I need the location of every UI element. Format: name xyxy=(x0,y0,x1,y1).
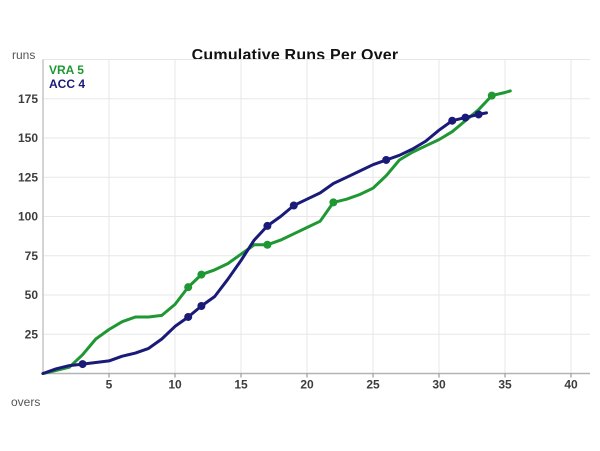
wicket-marker-acc xyxy=(184,312,193,321)
wicket-marker-vra xyxy=(197,270,206,279)
wicket-markers xyxy=(78,91,496,369)
x-tick-label: 5 xyxy=(106,378,113,392)
x-tick-label: 40 xyxy=(564,378,578,392)
x-tick-label: 25 xyxy=(366,378,380,392)
wicket-marker-acc xyxy=(461,113,470,122)
data-series xyxy=(41,89,512,375)
x-axis-unit-label: overs xyxy=(11,395,41,409)
wicket-marker-acc xyxy=(197,301,206,310)
y-tick-label: 150 xyxy=(18,131,38,145)
tick-labels: 5 10 15 20 25 30 35 40 25 50 75 100 125 150 175 xyxy=(18,92,578,392)
legend-item-vra: VRA 5 xyxy=(49,63,84,77)
series-line-vra xyxy=(41,89,512,375)
x-tick-label: 15 xyxy=(234,378,248,392)
wicket-marker-acc xyxy=(78,360,87,369)
y-axis-unit-label: runs xyxy=(12,48,36,62)
legend-item-acc: ACC 4 xyxy=(49,77,86,91)
y-tick-label: 100 xyxy=(18,210,38,224)
x-tick-label: 35 xyxy=(498,378,512,392)
x-tick-label: 30 xyxy=(432,378,446,392)
x-tick-label: 20 xyxy=(300,378,314,392)
y-tick-label: 125 xyxy=(18,170,38,184)
wicket-marker-vra xyxy=(487,91,496,100)
wicket-marker-acc xyxy=(289,201,298,210)
y-tick-label: 25 xyxy=(25,327,39,341)
y-tick-label: 175 xyxy=(18,92,38,106)
wicket-marker-acc xyxy=(382,155,391,164)
axes xyxy=(41,59,590,378)
gridlines xyxy=(43,59,590,374)
wicket-marker-vra xyxy=(184,283,193,292)
y-tick-label: 75 xyxy=(25,249,39,263)
y-tick-label: 50 xyxy=(25,288,39,302)
wicket-marker-vra xyxy=(329,198,338,207)
wicket-marker-vra xyxy=(263,240,272,249)
wicket-marker-acc xyxy=(448,116,457,125)
wicket-marker-acc xyxy=(263,221,272,230)
legend: VRA 5 ACC 4 xyxy=(49,63,85,91)
wicket-marker-acc xyxy=(474,110,483,119)
x-tick-label: 10 xyxy=(168,378,182,392)
